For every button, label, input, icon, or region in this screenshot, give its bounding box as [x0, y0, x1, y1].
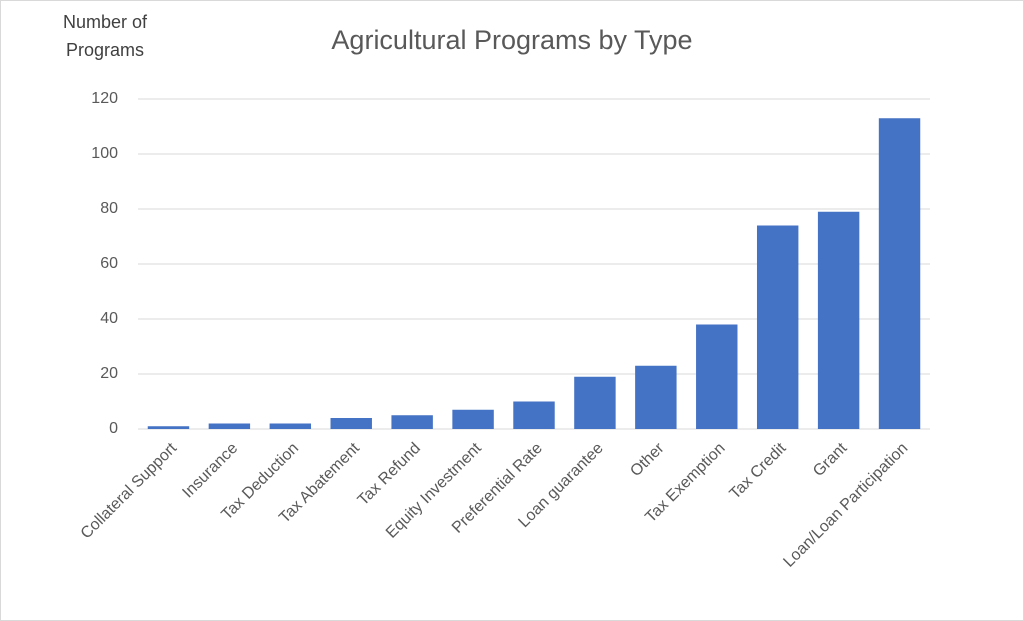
bar	[269, 423, 312, 429]
bar	[208, 423, 251, 429]
y-tick-label: 80	[100, 200, 118, 217]
bar	[635, 365, 677, 429]
bar	[756, 225, 799, 429]
y-tick-label: 120	[91, 90, 118, 107]
bar	[817, 211, 860, 429]
y-tick-label: 40	[100, 310, 118, 327]
bar	[513, 401, 555, 429]
y-tick-label: 100	[91, 145, 118, 162]
bar	[391, 415, 433, 429]
bar	[574, 376, 616, 429]
y-tick-label: 60	[100, 255, 118, 272]
y-tick-label: 20	[100, 365, 118, 382]
bar	[452, 409, 494, 429]
bar	[696, 324, 738, 429]
chart-title: Agricultural Programs by Type	[331, 25, 692, 55]
bar	[330, 418, 372, 429]
bar	[878, 118, 921, 429]
y-tick-label: 0	[109, 420, 118, 437]
bar	[147, 426, 190, 429]
y-axis-label: Number of Programs	[62, 12, 148, 60]
